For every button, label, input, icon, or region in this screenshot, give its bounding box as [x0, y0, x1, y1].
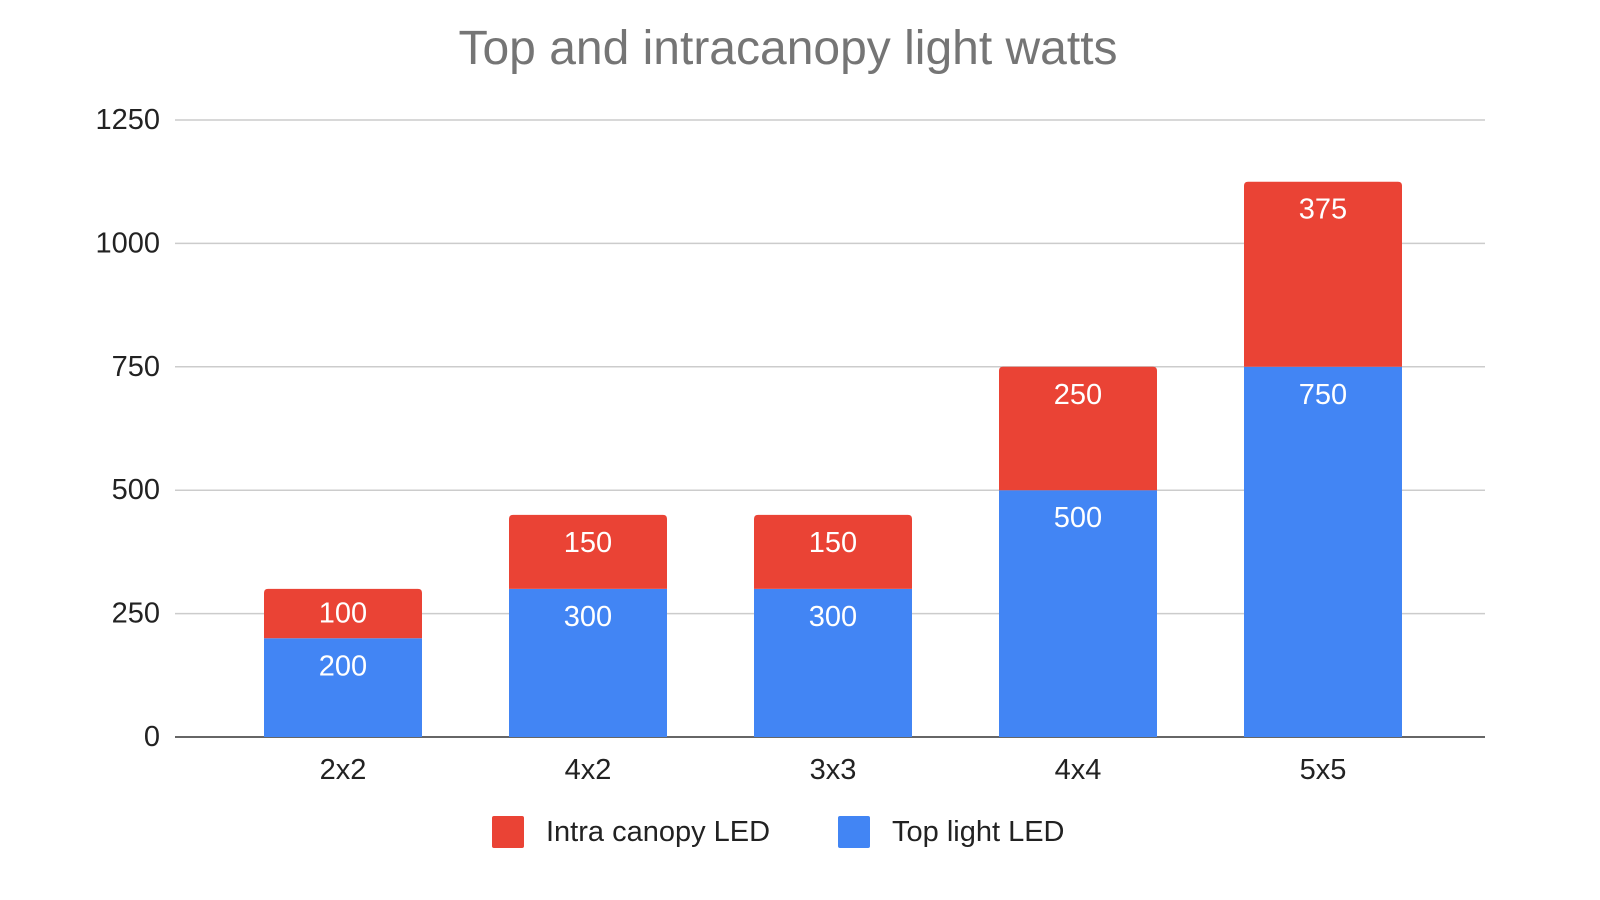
data-label: 500	[1054, 502, 1102, 534]
data-label: 375	[1299, 194, 1347, 226]
bar-segment	[1244, 181, 1402, 367]
x-tick-label: 3x3	[810, 754, 857, 786]
data-label: 750	[1299, 379, 1347, 411]
data-label: 150	[564, 527, 612, 559]
x-tick-label: 2x2	[320, 754, 367, 786]
y-tick-label: 1000	[95, 227, 160, 259]
legend-swatch	[838, 816, 870, 848]
y-tick-label: 1250	[95, 104, 160, 136]
x-tick-label: 4x4	[1055, 754, 1102, 786]
data-label: 250	[1054, 379, 1102, 411]
y-tick-label: 500	[112, 474, 160, 506]
legend-label: Intra canopy LED	[546, 816, 770, 848]
legend-item: Intra canopy LED	[492, 816, 770, 848]
bar-segment	[264, 638, 422, 737]
legend-label: Top light LED	[892, 816, 1065, 848]
bar-segment	[999, 490, 1157, 737]
data-label: 300	[564, 601, 612, 633]
bar-segment	[754, 588, 912, 737]
bar-segment	[999, 366, 1157, 491]
y-tick-label: 750	[112, 351, 160, 383]
data-label: 150	[809, 527, 857, 559]
bar-segment	[1244, 366, 1402, 737]
y-tick-label: 250	[112, 598, 160, 630]
bar-segment	[509, 514, 667, 589]
data-label: 300	[809, 601, 857, 633]
x-tick-label: 4x2	[565, 754, 612, 786]
data-label: 100	[319, 598, 367, 630]
bar-segment	[264, 588, 422, 639]
legend-item: Top light LED	[838, 816, 1065, 848]
bar-segment	[754, 514, 912, 589]
x-tick-label: 5x5	[1300, 754, 1347, 786]
chart-title: Top and intracanopy light watts	[458, 22, 1117, 75]
legend-swatch	[492, 816, 524, 848]
data-label: 200	[319, 650, 367, 682]
bar-segment	[509, 588, 667, 737]
y-tick-label: 0	[144, 721, 160, 753]
